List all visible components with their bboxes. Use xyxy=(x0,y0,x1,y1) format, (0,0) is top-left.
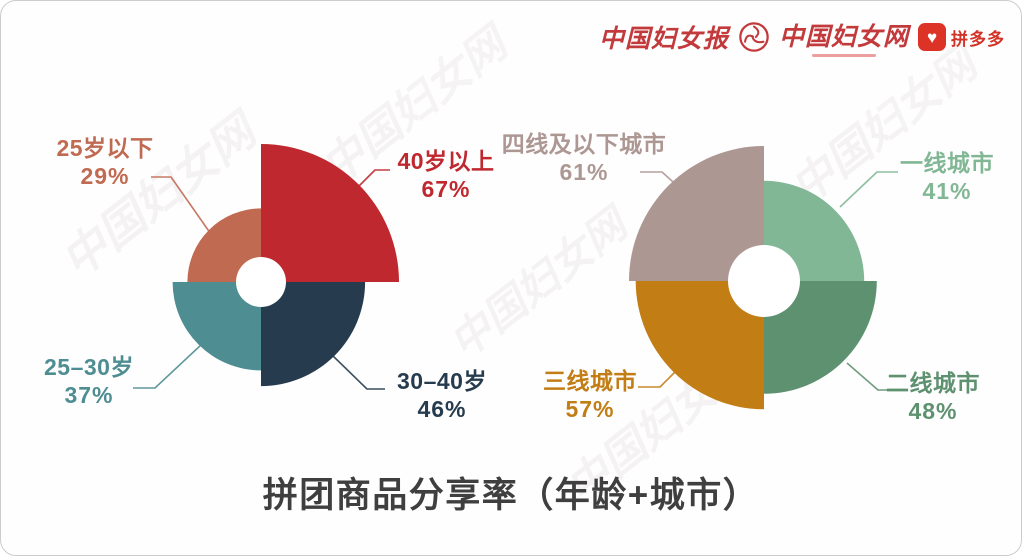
donut-hole-age xyxy=(236,257,286,307)
page-title: 拼团商品分享率（年龄+城市） xyxy=(262,476,760,515)
wedge-city-2 xyxy=(764,281,877,394)
label-pct: 46% xyxy=(417,396,467,423)
pinduoduo-text: 拼多多 xyxy=(951,29,1005,49)
leader-line-age-3 xyxy=(133,343,203,389)
label-age-30-40: 30–40岁 46% xyxy=(387,367,497,423)
label-pct: 48% xyxy=(908,398,958,425)
label-text: 四线及以下城市 xyxy=(501,131,667,157)
label-text: 二线城市 xyxy=(886,370,980,396)
pinduoduo-logo: ♥ 拼多多 xyxy=(918,23,1005,51)
label-pct: 61% xyxy=(559,159,609,186)
label-city-tier4-below: 四线及以下城市 61% xyxy=(495,130,673,186)
wedge-age-0 xyxy=(187,208,261,282)
china-womens-net-subtext-strip xyxy=(811,54,876,57)
leader-line-city-0 xyxy=(640,171,694,201)
label-pct: 57% xyxy=(565,396,615,423)
leader-line-age-0 xyxy=(151,176,214,238)
china-womens-net-logo: 中国妇女网 xyxy=(779,17,909,57)
label-pct: 67% xyxy=(421,176,471,203)
label-text: 40岁以上 xyxy=(397,148,495,174)
leader-line-age-2 xyxy=(331,354,385,390)
label-pct: 37% xyxy=(64,382,114,409)
label-text: 25岁以下 xyxy=(56,135,154,161)
leader-line-age-1 xyxy=(356,169,390,189)
donut-hole-city xyxy=(728,245,800,317)
wedge-age-3 xyxy=(172,282,261,371)
label-text: 30–40岁 xyxy=(397,368,487,394)
wedge-age-2 xyxy=(261,282,366,387)
pinduoduo-heart-icon: ♥ xyxy=(918,23,946,51)
leader-line-city-3 xyxy=(638,369,678,388)
label-text: 三线城市 xyxy=(543,368,637,394)
label-city-tier2: 二线城市 48% xyxy=(885,369,981,425)
label-text: 一线城市 xyxy=(900,150,994,176)
label-pct: 29% xyxy=(80,163,130,190)
label-age-over-40: 40岁以上 67% xyxy=(391,147,501,203)
label-age-25-30: 25–30岁 37% xyxy=(31,353,147,409)
label-age-under-25: 25岁以下 29% xyxy=(47,134,163,190)
leader-line-city-2 xyxy=(846,362,896,391)
leader-line-city-1 xyxy=(839,171,898,208)
wedge-city-3 xyxy=(635,281,764,410)
label-city-tier1: 一线城市 41% xyxy=(899,149,995,205)
wedge-city-0 xyxy=(629,146,764,281)
label-city-tier3: 三线城市 57% xyxy=(542,367,638,423)
header-logos: 中国妇女报 中国妇女网 ♥ 拼多多 xyxy=(599,17,1005,57)
china-womens-net-text: 中国妇女网 xyxy=(778,22,909,51)
womens-federation-emblem-icon xyxy=(739,22,769,52)
wedge-age-1 xyxy=(261,144,399,282)
china-womens-news-logo: 中国妇女报 xyxy=(598,24,729,53)
label-text: 25–30岁 xyxy=(44,354,134,380)
label-pct: 41% xyxy=(922,178,972,205)
